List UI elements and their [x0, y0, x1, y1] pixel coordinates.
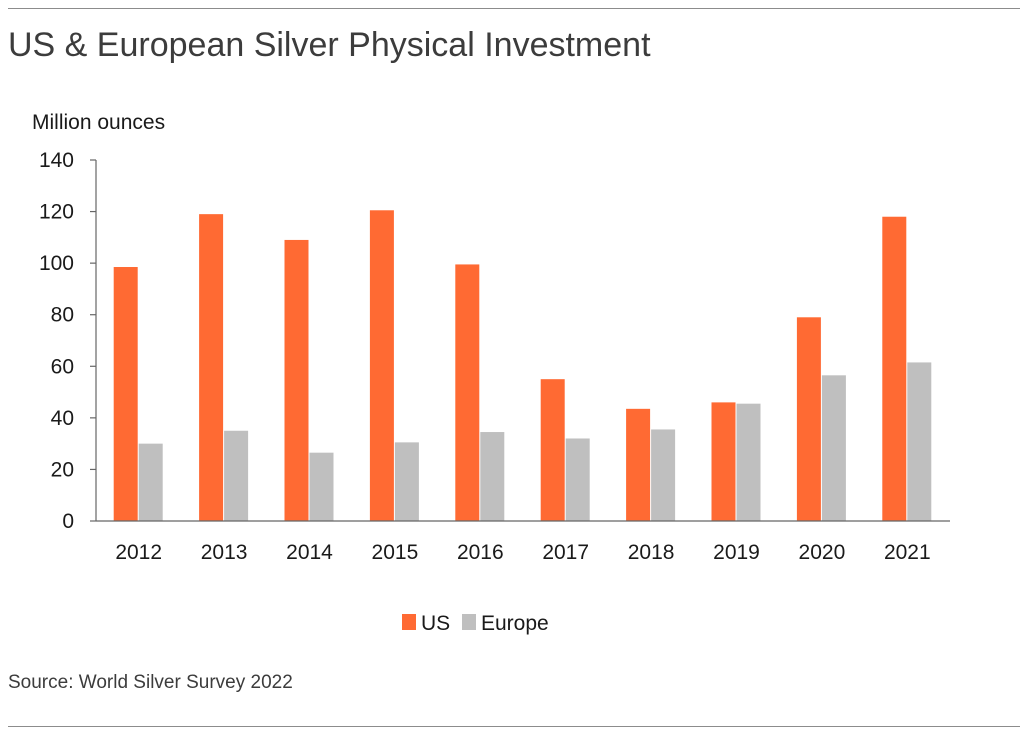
- y-tick-label: 20: [51, 458, 74, 481]
- y-tick-label: 100: [39, 252, 74, 275]
- y-tick-label: 60: [51, 355, 74, 378]
- x-tick-label: 2013: [201, 541, 248, 564]
- bar-europe-2020: [821, 375, 846, 521]
- y-tick-label: 120: [39, 201, 74, 224]
- bar-europe-2015: [394, 442, 419, 521]
- bar-europe-2017: [565, 438, 590, 521]
- y-tick-label: 80: [51, 304, 74, 327]
- bar-europe-2019: [736, 403, 761, 521]
- bar-us-2021: [882, 216, 907, 521]
- source-note: Source: World Silver Survey 2022: [8, 672, 293, 693]
- bar-europe-2021: [907, 362, 932, 521]
- x-tick-label: 2017: [542, 541, 589, 564]
- x-tick-label: 2015: [372, 541, 419, 564]
- x-tick-label: 2021: [884, 541, 931, 564]
- y-tick-label: 40: [51, 407, 74, 430]
- bar-us-2016: [455, 264, 480, 521]
- y-axis-label: Million ounces: [32, 111, 165, 134]
- y-axis: 0 20 40 60 80 100 120 140: [39, 149, 97, 533]
- bar-europe-2013: [224, 430, 249, 521]
- x-tick-label: 2016: [457, 541, 504, 564]
- bar-us-2020: [796, 317, 821, 521]
- bar-us-2018: [626, 408, 651, 521]
- x-tick-label: 2020: [799, 541, 846, 564]
- bar-us-2015: [369, 210, 394, 521]
- x-tick-label: 2014: [286, 541, 333, 564]
- bar-europe-2018: [651, 429, 676, 521]
- bars-group: [113, 210, 932, 521]
- y-tick-label: 140: [39, 149, 74, 172]
- chart-title: US & European Silver Physical Investment: [8, 26, 651, 64]
- bar-us-2019: [711, 402, 736, 521]
- x-axis: 2012 2013 2014 2015 2016 2017 2018 2019 2020 2021: [96, 520, 950, 564]
- legend-swatch-europe: [462, 614, 476, 630]
- x-tick-label: 2012: [115, 541, 162, 564]
- legend: US Europe: [402, 612, 549, 635]
- y-tick-label: 0: [62, 510, 74, 533]
- legend-swatch-us: [402, 614, 416, 630]
- bottom-rule: [8, 726, 1020, 727]
- bar-europe-2014: [309, 452, 334, 521]
- bar-europe-2012: [138, 443, 163, 521]
- bar-us-2017: [540, 379, 565, 521]
- x-tick-label: 2018: [628, 541, 675, 564]
- bar-us-2012: [113, 267, 138, 521]
- legend-label-us: US: [421, 612, 450, 635]
- top-rule: [8, 8, 1020, 9]
- bar-us-2013: [199, 214, 224, 521]
- x-tick-label: 2019: [713, 541, 760, 564]
- bar-us-2014: [284, 239, 309, 521]
- bar-europe-2016: [480, 432, 505, 521]
- legend-label-europe: Europe: [481, 612, 549, 635]
